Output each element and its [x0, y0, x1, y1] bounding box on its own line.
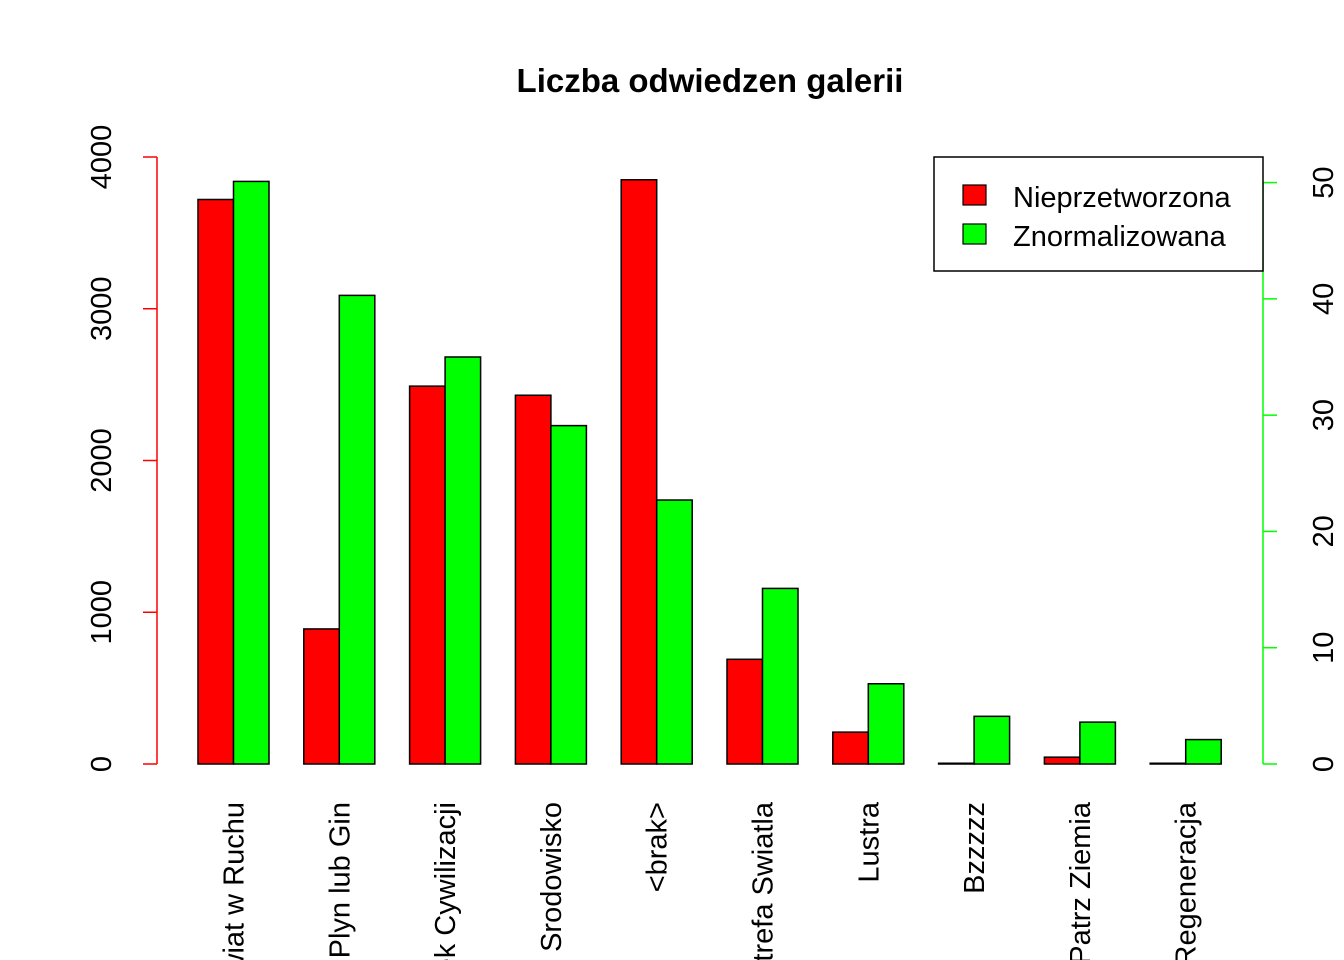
category-label: Regeneracja [1171, 801, 1203, 960]
bar-raw [937, 762, 975, 765]
category-label: <brak> [642, 802, 674, 892]
category-label: Srodowisko [536, 802, 568, 952]
legend-swatch-normalized [962, 223, 987, 245]
bar-normalized [232, 180, 270, 765]
bars [197, 179, 1222, 765]
legend: Nieprzetworzona Znormalizowana [933, 156, 1264, 272]
bar-normalized [550, 424, 588, 765]
right-axis: 0 10 20 30 40 50 [1262, 166, 1340, 772]
bar-normalized [444, 356, 482, 765]
legend-swatch-raw [962, 184, 987, 206]
bar-normalized [655, 499, 693, 765]
right-tick-label: 30 [1308, 399, 1340, 431]
category-label: Lustra [853, 801, 885, 882]
category-label: Strefa Swiatla [748, 801, 780, 960]
right-tick-label: 50 [1308, 166, 1340, 198]
legend-label-raw: Nieprzetworzona [1013, 182, 1231, 214]
legend-box [933, 156, 1264, 272]
bar-raw [1043, 756, 1081, 765]
bar-normalized [973, 715, 1011, 765]
bar-raw [832, 731, 870, 765]
right-tick-label: 40 [1308, 283, 1340, 315]
left-axis: 0 1000 2000 3000 4000 [86, 125, 158, 772]
bar-raw [303, 628, 341, 765]
right-tick-label: 20 [1308, 515, 1340, 547]
bar-normalized [338, 294, 376, 765]
category-label: Swiat w Ruchu [219, 802, 251, 960]
right-tick-label: 10 [1308, 632, 1340, 664]
bar-normalized [761, 587, 799, 765]
bar-raw [408, 385, 446, 765]
left-tick-label: 0 [86, 756, 118, 772]
bar-raw [1149, 762, 1187, 765]
bar-normalized [1184, 738, 1222, 765]
left-tick-label: 2000 [86, 428, 118, 493]
chart-title: Liczba odwiedzen galerii [517, 62, 904, 99]
category-label: Bzzzzz [959, 802, 991, 894]
category-label: Wiek Cywilizacji [430, 802, 462, 960]
bar-normalized [867, 683, 905, 765]
left-tick-label: 1000 [86, 580, 118, 645]
bar-raw [726, 658, 764, 765]
bar-normalized [1079, 721, 1117, 765]
left-tick-label: 4000 [86, 125, 118, 190]
bar-raw [620, 179, 658, 765]
right-tick-label: 0 [1308, 756, 1340, 772]
bar-raw [514, 394, 552, 765]
bar-raw [197, 198, 235, 765]
legend-label-normalized: Znormalizowana [1013, 221, 1227, 253]
left-tick-label: 3000 [86, 276, 118, 341]
category-labels: Swiat w Ruchu Plyn lub Gin Wiek Cywilizacj… [219, 801, 1203, 960]
category-label: Plyn lub Gin [324, 802, 356, 958]
category-label: Patrz Ziemia [1065, 801, 1097, 960]
